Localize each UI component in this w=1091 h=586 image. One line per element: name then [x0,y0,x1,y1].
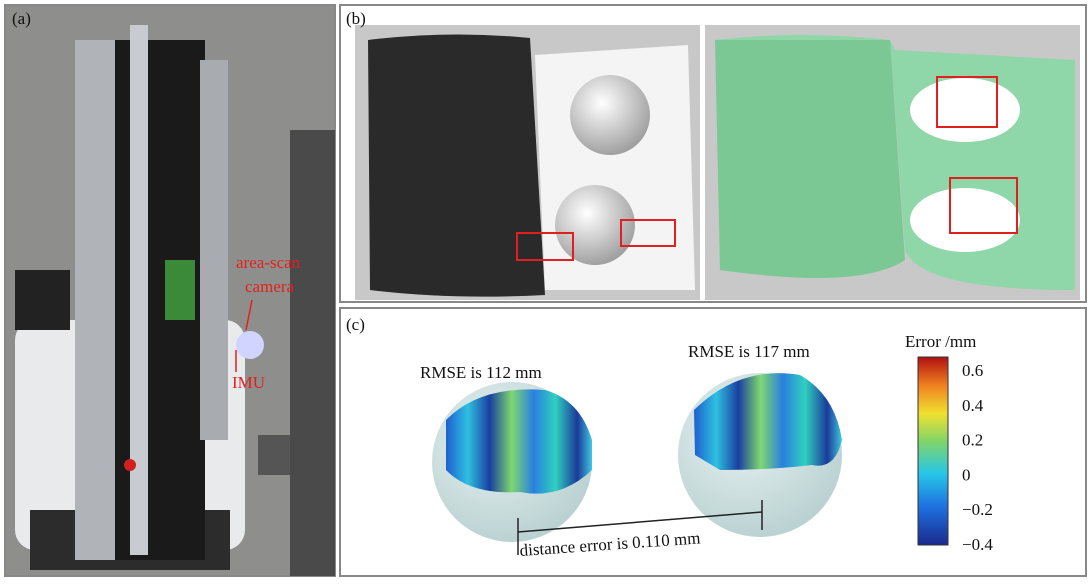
colorbar-title: Error /mm [905,332,976,351]
panel-a: (a) area-scan camera IMU [5,5,335,576]
colorbar-tick-label: 0.2 [962,431,983,450]
rmse-label: RMSE is 112 mm [420,363,542,382]
panel-c: (c) RMSE is 112 mm RMSE is 117 mm distan… [340,308,1086,576]
colorbar-tick-label: −0.4 [962,535,993,554]
annotation: IMU [232,373,265,392]
colorbar-tick-label: 0.4 [962,396,984,415]
annotation: camera [245,277,295,296]
figure: (a) area-scan camera IMU (b) (c) RMSE is… [0,0,1091,581]
colorbar-tick-label: 0.6 [962,361,983,380]
panel-label: (c) [346,315,365,334]
panel-label: (a) [12,9,31,28]
colorbar-tick-label: 0 [962,465,971,484]
annotation: area-scan [236,253,301,272]
rmse-label: RMSE is 117 mm [688,342,810,361]
colorbar-tick-label: −0.2 [962,500,993,519]
panel-b: (b) [340,5,1086,302]
panel-label: (b) [346,9,366,28]
